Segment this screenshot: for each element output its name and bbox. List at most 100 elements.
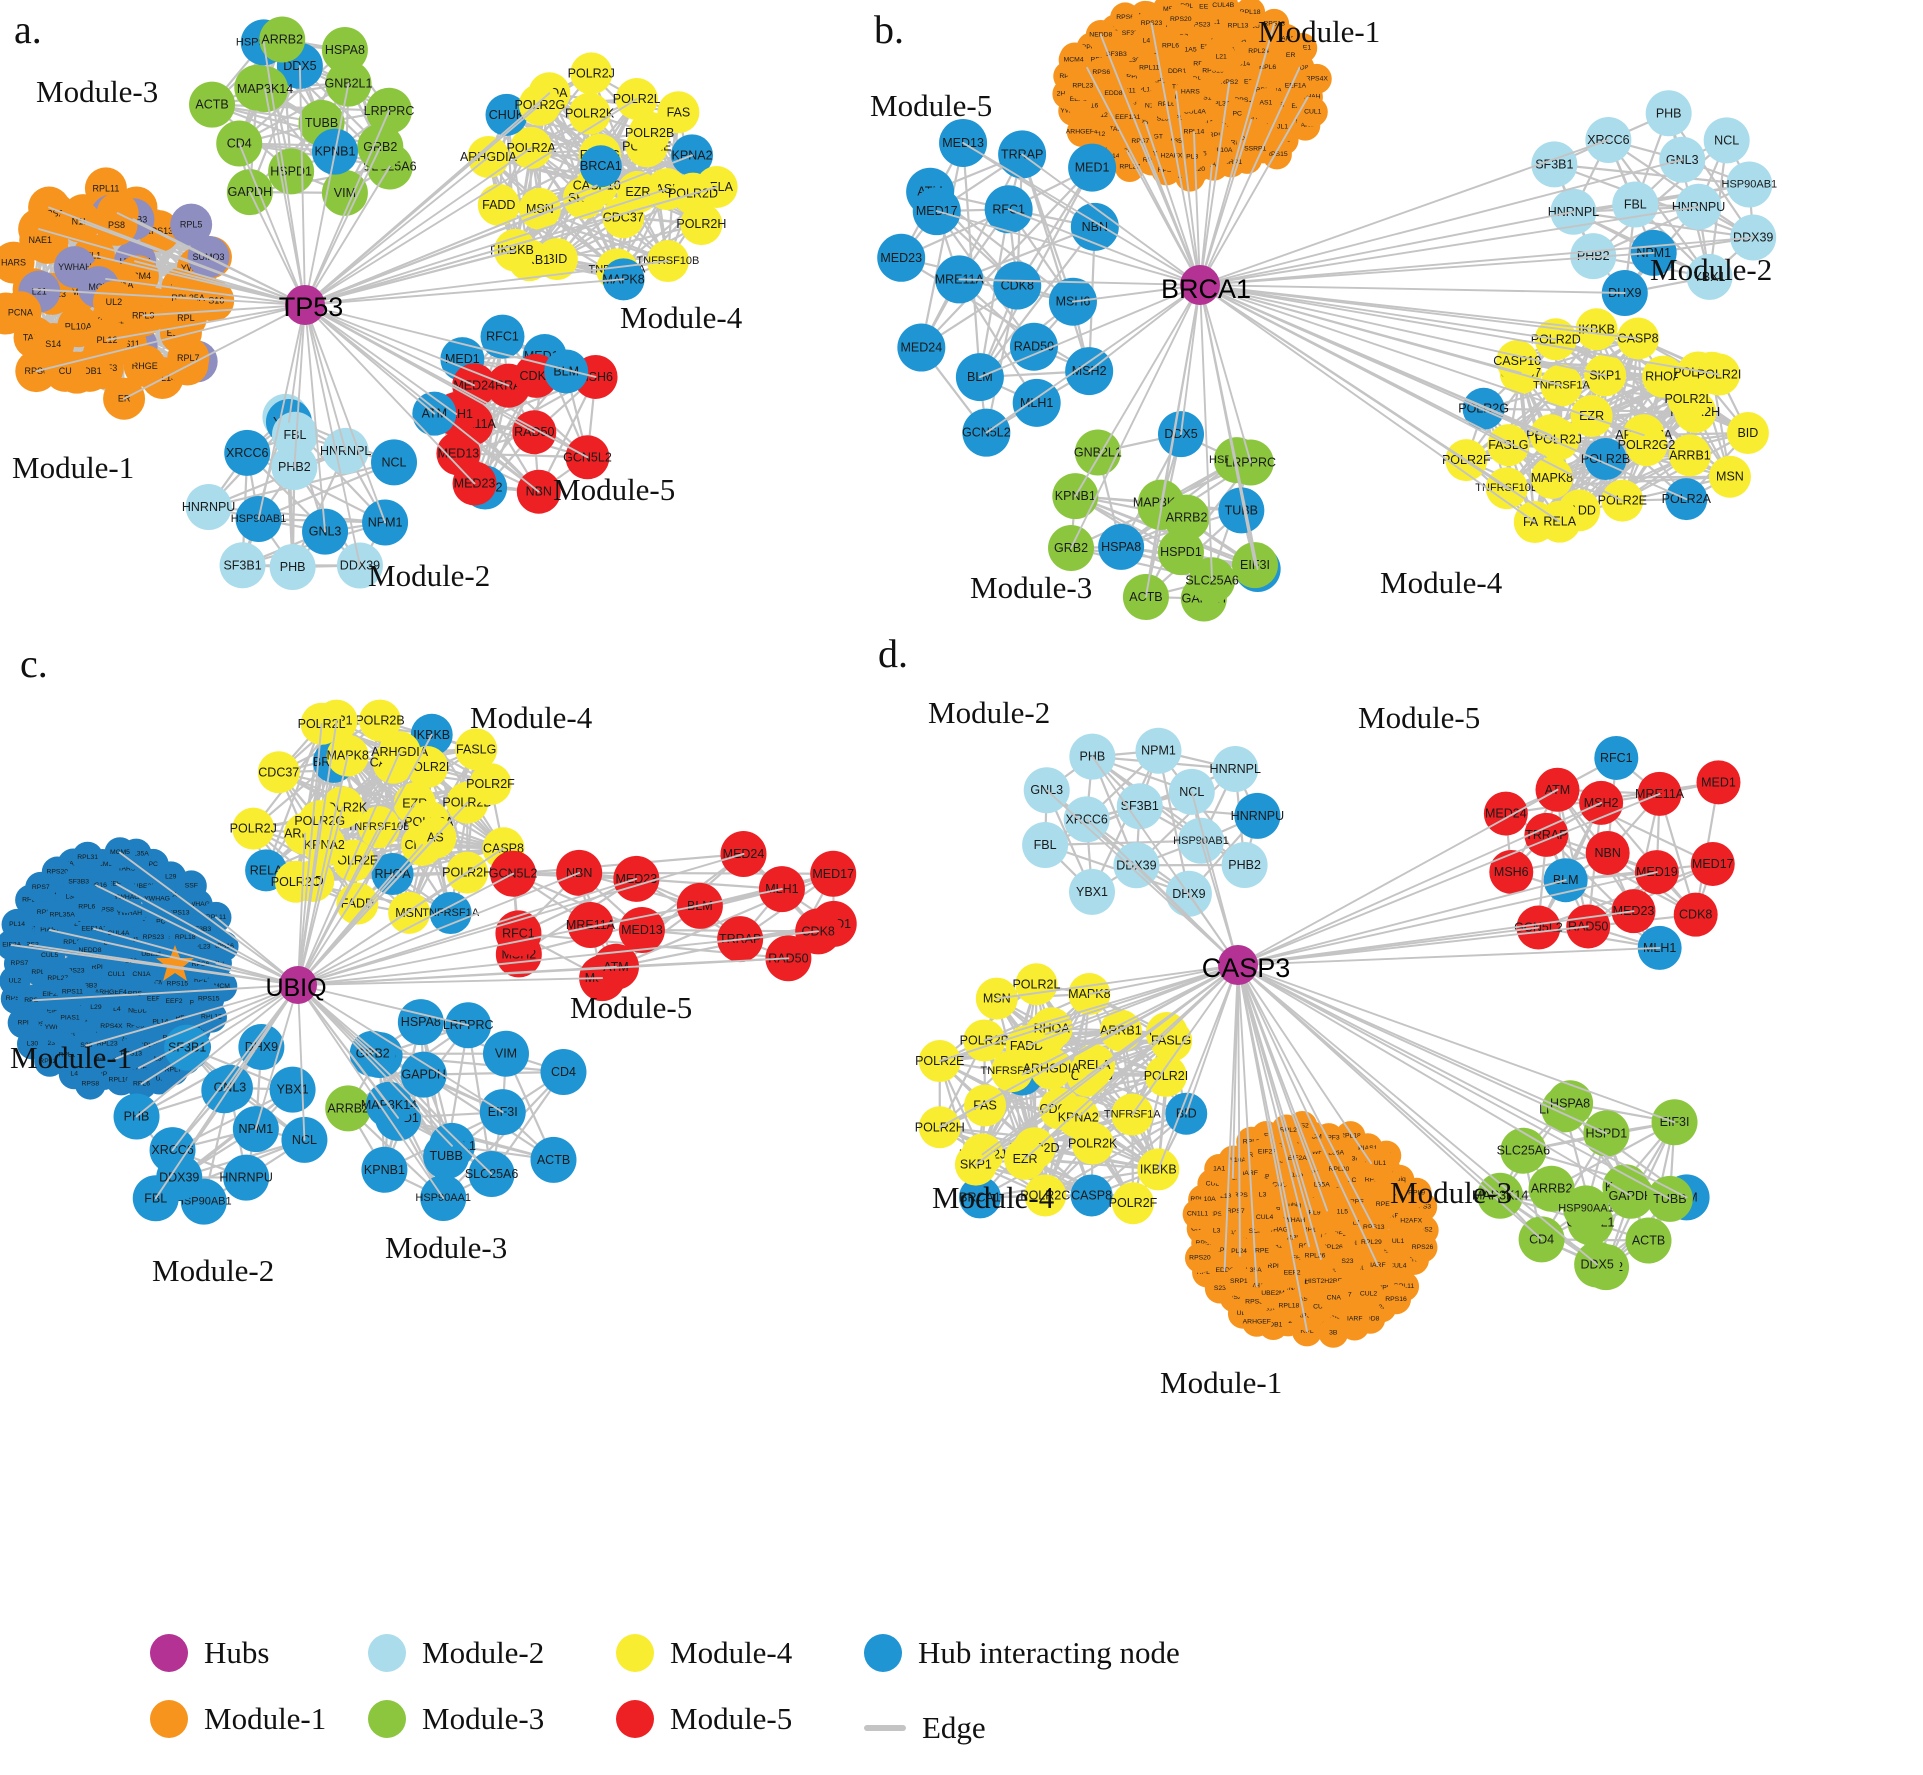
gene-node[interactable]: HNRNPU	[182, 483, 235, 530]
gene-node[interactable]: FAS	[964, 1084, 1007, 1127]
gene-node[interactable]: RPL26	[1300, 1240, 1331, 1271]
panel-c-hub-edges	[10, 719, 820, 1200]
gene-node[interactable]: RPS20	[1184, 1242, 1215, 1273]
gene-node[interactable]: NCL	[371, 439, 418, 486]
legend-item-module-5: Module-5	[616, 1700, 792, 1738]
gene-node[interactable]: ACTB	[1625, 1217, 1672, 1264]
gene-node[interactable]: PHB2	[1221, 841, 1268, 888]
gene-node[interactable]: CDK8	[993, 261, 1042, 310]
gene-node[interactable]: RPL	[164, 296, 207, 339]
gene-node[interactable]: SF3B3	[1101, 39, 1132, 70]
gene-node[interactable]: FBL	[1022, 821, 1069, 868]
gene-node[interactable]: HNRNPU	[219, 1154, 273, 1201]
gene-node[interactable]: HSPA8	[321, 27, 368, 74]
gene-node[interactable]: ARRB2	[1163, 494, 1210, 541]
gene-node[interactable]: PIAS1	[54, 1002, 86, 1034]
gene-node[interactable]: RFC1	[480, 314, 525, 359]
gene-node[interactable]: CUL1	[1297, 96, 1328, 127]
gene-node[interactable]: RFC1	[1594, 735, 1639, 780]
gene-node[interactable]: MED1	[1068, 143, 1117, 192]
gene-node[interactable]: NCL	[1703, 117, 1750, 164]
gene-node[interactable]: RPL35A	[46, 899, 78, 931]
gene-node[interactable]: ACTB	[530, 1136, 577, 1183]
gene-node[interactable]: MSH6	[1489, 849, 1534, 894]
gene-node[interactable]: MED24	[897, 323, 946, 372]
gene-node[interactable]: MCM4	[1058, 44, 1089, 75]
gene-node[interactable]: CD4	[540, 1048, 587, 1095]
legend-label-module-5: Module-5	[670, 1701, 793, 1736]
gene-node[interactable]: PHB	[1645, 90, 1692, 137]
gene-node[interactable]: MED1	[1696, 760, 1741, 805]
gene-node[interactable]: BID	[1726, 411, 1769, 454]
gene-node[interactable]: MED23	[877, 233, 926, 282]
legend-label-hubs: Hubs	[204, 1635, 270, 1670]
gene-node[interactable]: HARS	[1175, 76, 1206, 107]
gene-node[interactable]: HSPA8	[1547, 1080, 1594, 1127]
gene-node[interactable]: YWHAG	[111, 882, 143, 914]
gene-node[interactable]: SLC25A6	[1497, 1127, 1551, 1174]
legend-item-hub-interacting-node: Hub interacting node	[864, 1634, 1180, 1672]
gene-node[interactable]: S23	[1332, 1246, 1363, 1277]
gene-node[interactable]: SF3B1	[219, 542, 266, 589]
gene-node[interactable]: BRCA1	[579, 145, 622, 188]
gene-node[interactable]: XRCC6	[224, 429, 271, 476]
panel-letter-d: d.	[878, 631, 908, 676]
gene-node[interactable]: POLR2J	[568, 52, 615, 95]
gene-node[interactable]: CASP8	[1070, 1174, 1113, 1217]
gene-node[interactable]: ARHGEF	[1241, 1306, 1272, 1337]
gene-node[interactable]: RPS16	[1381, 1284, 1412, 1315]
gene-node[interactable]: CN1L1	[1182, 1199, 1213, 1230]
gene-node[interactable]: GAPDH	[400, 1051, 447, 1098]
gene-node[interactable]: ACTB	[189, 81, 236, 128]
gene-node[interactable]: FBL	[1612, 181, 1659, 228]
gene-node[interactable]: RPL23	[1067, 70, 1098, 101]
gene-node[interactable]: CDC37	[257, 751, 300, 794]
gene-node[interactable]: CNA	[1318, 1282, 1349, 1313]
gene-node[interactable]: HSP90AB1	[1722, 161, 1778, 208]
gene-node[interactable]: YBX1	[269, 1066, 316, 1113]
gene-node[interactable]: VIM	[482, 1030, 529, 1077]
gene-node[interactable]: PHB	[269, 544, 316, 591]
gene-node[interactable]: MED17	[810, 850, 857, 897]
gene-node[interactable]: SF3B1	[164, 1024, 211, 1071]
gene-node[interactable]: MAPK8	[1531, 456, 1573, 499]
gene-node[interactable]: DDX39	[156, 1154, 203, 1201]
gene-node[interactable]: RFC1	[495, 910, 542, 957]
gene-node[interactable]: PCNA	[0, 291, 42, 334]
gene-node[interactable]: RPS20	[1165, 4, 1196, 35]
gene-node[interactable]: SRP1	[1223, 1266, 1254, 1297]
gene-node[interactable]: MED24	[1483, 791, 1528, 836]
gene-node[interactable]: S14	[32, 322, 75, 365]
gene-node[interactable]: NAE1	[19, 219, 62, 262]
gene-node[interactable]: EEF2	[158, 985, 190, 1017]
gene-node[interactable]: GNB2L1	[1074, 429, 1122, 476]
gene-node[interactable]: HSPA8	[1098, 523, 1145, 570]
gene-node[interactable]: IARF	[1339, 1304, 1370, 1335]
gene-node[interactable]: BLM	[544, 349, 589, 394]
gene-node[interactable]: RPL6	[1155, 31, 1186, 62]
gene-node[interactable]: ARRB2	[325, 1085, 372, 1132]
gene-node[interactable]: ARRB1	[1668, 434, 1711, 477]
gene-node[interactable]: NBN	[1585, 830, 1630, 875]
gene-node[interactable]: NPM1	[1135, 727, 1182, 774]
gene-node[interactable]: SF3B1	[1116, 783, 1163, 830]
gene-node[interactable]: CDK8	[1673, 892, 1718, 937]
gene-node[interactable]: KPNB1	[361, 1146, 408, 1193]
panel-letter-b: b.	[874, 7, 904, 52]
legend-swatch-edge	[864, 1725, 906, 1731]
gene-node[interactable]: SF3B3	[63, 866, 95, 898]
gene-node[interactable]: HSPA8	[397, 999, 444, 1046]
panel-c-module3-nodes: GNB2L1VIMHSPD1ACTBSLC25A6KPNB1EIF3IGAPDH…	[325, 999, 587, 1221]
gene-node[interactable]: MSN	[1708, 455, 1751, 498]
gene-node[interactable]: UL2	[0, 965, 31, 997]
gene-node[interactable]: L21	[1206, 41, 1237, 72]
legend-label-module-4: Module-4	[670, 1635, 793, 1670]
gene-node[interactable]: CUL1	[100, 959, 132, 991]
gene-node[interactable]: RPS7	[25, 871, 57, 903]
gene-node[interactable]: YBX1	[1069, 868, 1116, 915]
panel-b-module2-label: Module-2	[1650, 252, 1773, 287]
gene-node[interactable]: MED17	[1690, 841, 1735, 886]
gene-node[interactable]: RPS26	[1407, 1232, 1438, 1263]
gene-node[interactable]: HSPD1	[268, 148, 315, 195]
